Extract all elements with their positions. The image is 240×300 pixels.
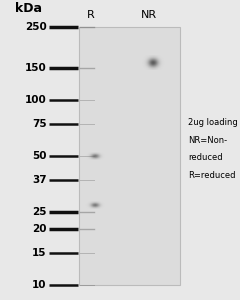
Text: 37: 37 [32,175,47,185]
Text: 100: 100 [25,95,47,105]
Text: R=reduced: R=reduced [188,170,236,179]
Text: reduced: reduced [188,153,223,162]
Text: 10: 10 [32,280,47,290]
Text: 150: 150 [25,63,47,73]
Text: 75: 75 [32,118,47,128]
Text: NR=Non-: NR=Non- [188,136,228,145]
Text: 20: 20 [32,224,47,234]
Text: 250: 250 [25,22,47,32]
Text: NR: NR [141,10,157,20]
Text: R: R [87,10,95,20]
Text: 25: 25 [32,207,47,217]
Text: 50: 50 [32,151,47,161]
Text: 15: 15 [32,248,47,257]
FancyBboxPatch shape [79,27,180,285]
Text: 2ug loading: 2ug loading [188,118,238,127]
Text: kDa: kDa [15,2,42,15]
